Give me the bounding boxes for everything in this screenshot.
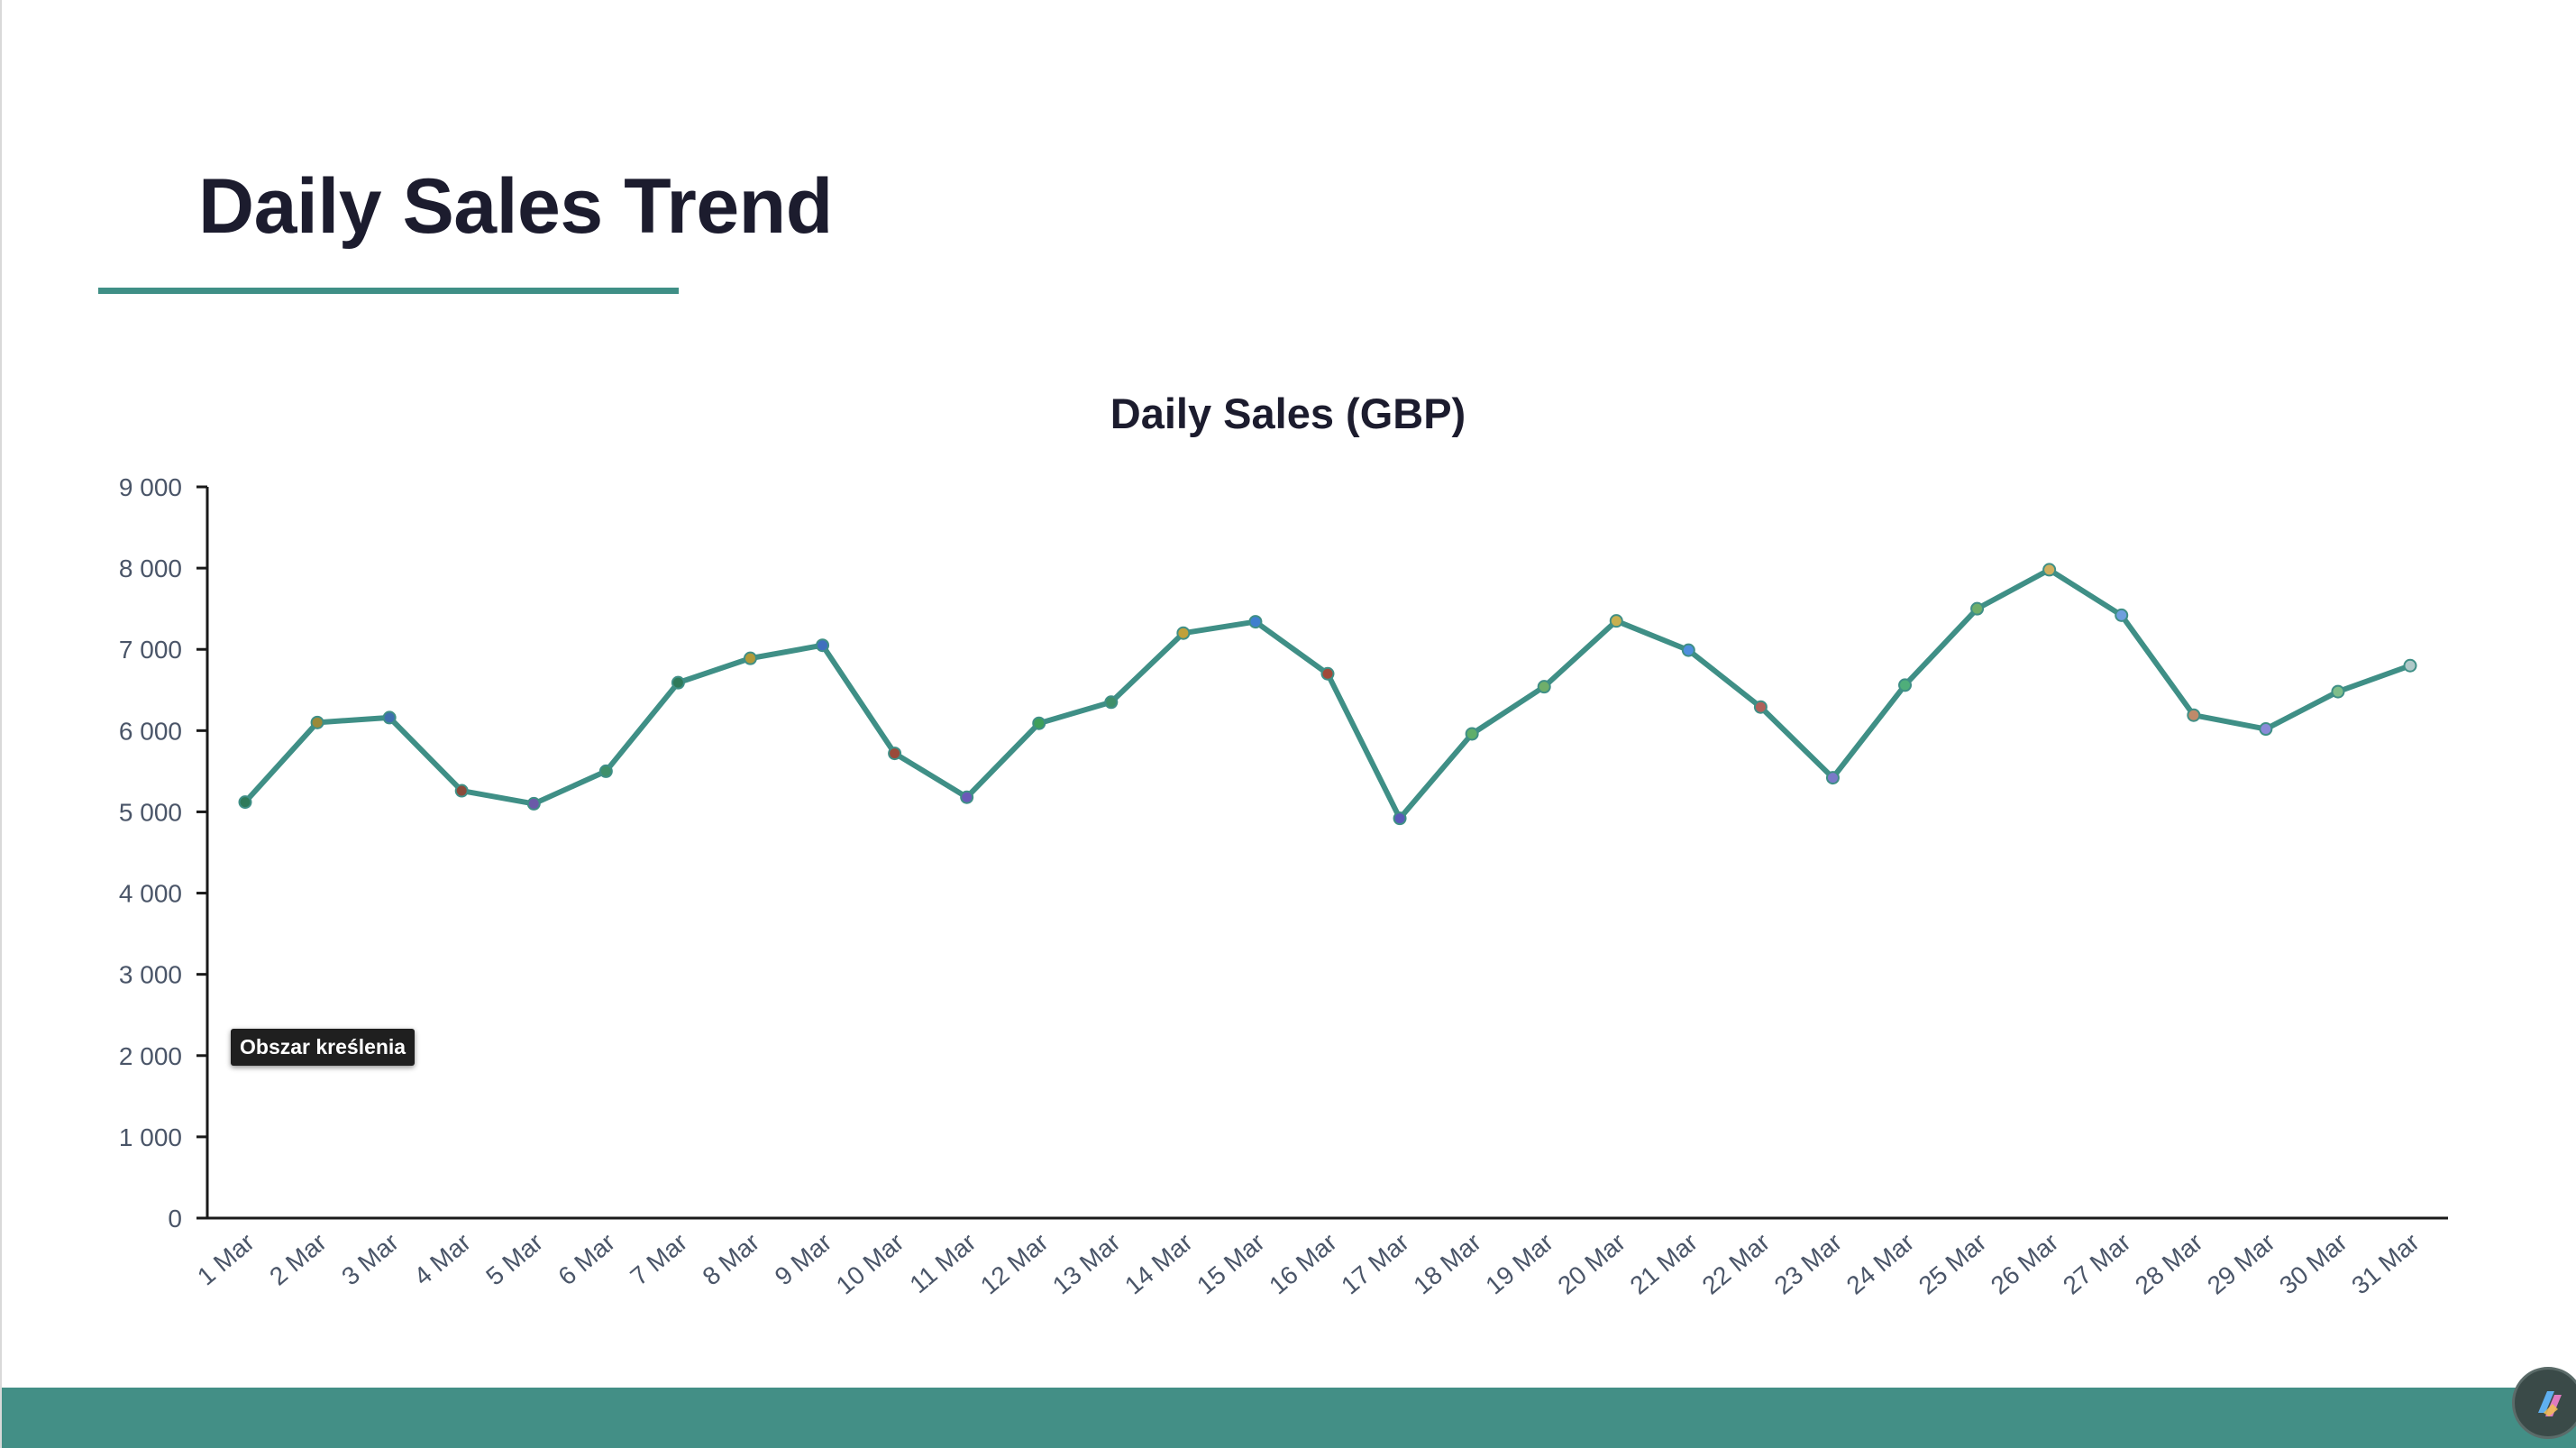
y-tick-label: 7 000 xyxy=(119,636,182,664)
chart-title: Daily Sales (GBP) xyxy=(1110,389,1466,437)
data-point[interactable] xyxy=(526,796,541,811)
x-tick-label: 21 Mar xyxy=(1624,1228,1703,1300)
y-tick-label: 8 000 xyxy=(119,554,182,582)
x-tick-label: 7 Mar xyxy=(625,1228,692,1291)
y-tick-label: 0 xyxy=(168,1205,182,1233)
x-tick-label: 8 Mar xyxy=(698,1228,765,1291)
y-axis: 0 1 000 2 000 3 000 4 000 5 000 6 000 7 000 8 00… xyxy=(119,473,209,1233)
x-tick-label: 17 Mar xyxy=(1336,1228,1414,1300)
x-tick-label: 30 Mar xyxy=(2274,1228,2352,1300)
data-point[interactable] xyxy=(598,764,613,778)
y-tick-label: 2 000 xyxy=(119,1042,182,1070)
x-tick-label: 13 Mar xyxy=(1047,1228,1126,1300)
x-tick-label: 25 Mar xyxy=(1914,1228,1992,1300)
data-point[interactable] xyxy=(1176,626,1191,640)
data-point[interactable] xyxy=(454,784,469,798)
x-tick-label: 10 Mar xyxy=(831,1228,909,1300)
data-point[interactable] xyxy=(888,747,902,761)
data-point[interactable] xyxy=(2331,684,2345,699)
x-tick-label: 6 Mar xyxy=(553,1228,620,1291)
data-point[interactable] xyxy=(1104,695,1119,710)
x-tick-label: 14 Mar xyxy=(1119,1228,1198,1300)
x-tick-label: 18 Mar xyxy=(1408,1228,1486,1300)
daily-sales-chart[interactable]: Daily Sales (GBP) 0 1 000 2 000 3 000 4 000 5… xyxy=(2,361,2576,1379)
footer-band xyxy=(2,1388,2576,1448)
data-point[interactable] xyxy=(1825,771,1840,785)
y-tick-label: 9 000 xyxy=(119,473,182,501)
page-title: Daily Sales Trend xyxy=(198,163,833,250)
x-tick-label: 29 Mar xyxy=(2202,1228,2280,1300)
plot-area-tooltip: Obszar kreślenia xyxy=(231,1029,416,1066)
x-tick-label: 27 Mar xyxy=(2058,1228,2136,1300)
x-tick-label: 3 Mar xyxy=(336,1228,404,1291)
data-point[interactable] xyxy=(1609,614,1623,628)
data-point[interactable] xyxy=(1753,700,1768,714)
data-point[interactable] xyxy=(1898,678,1913,692)
data-point[interactable] xyxy=(1681,643,1695,657)
x-tick-label: 11 Mar xyxy=(904,1228,981,1298)
y-tick-label: 6 000 xyxy=(119,717,182,745)
x-tick-label: 20 Mar xyxy=(1552,1228,1631,1300)
copilot-icon xyxy=(2538,1391,2562,1416)
data-point[interactable] xyxy=(2042,563,2057,577)
data-point[interactable] xyxy=(2187,708,2201,722)
x-tick-label: 23 Mar xyxy=(1769,1228,1848,1300)
data-point[interactable] xyxy=(1537,680,1551,694)
x-tick-label: 16 Mar xyxy=(1264,1228,1342,1300)
data-point[interactable] xyxy=(2259,722,2273,737)
data-point[interactable] xyxy=(816,638,830,653)
x-tick-label: 2 Mar xyxy=(264,1228,332,1291)
data-point[interactable] xyxy=(2403,658,2417,673)
x-tick-label: 26 Mar xyxy=(1986,1228,2064,1300)
x-tick-label: 5 Mar xyxy=(480,1228,548,1291)
data-point[interactable] xyxy=(382,710,397,725)
x-tick-label: 19 Mar xyxy=(1480,1228,1558,1300)
data-point[interactable] xyxy=(1393,811,1407,826)
x-tick-label: 15 Mar xyxy=(1192,1228,1270,1300)
data-point[interactable] xyxy=(238,795,252,810)
data-point[interactable] xyxy=(1320,666,1335,681)
x-tick-label: 9 Mar xyxy=(770,1228,837,1291)
x-tick-label: 22 Mar xyxy=(1697,1228,1776,1300)
data-point[interactable] xyxy=(743,651,757,665)
x-tick-label: 24 Mar xyxy=(1841,1228,1920,1300)
copilot-button[interactable] xyxy=(2512,1367,2576,1439)
data-point[interactable] xyxy=(310,715,324,729)
x-tick-label: 1 Mar xyxy=(192,1228,260,1291)
y-tick-label: 3 000 xyxy=(119,961,182,989)
x-tick-label: 28 Mar xyxy=(2130,1228,2208,1300)
y-tick-label: 4 000 xyxy=(119,880,182,908)
data-point[interactable] xyxy=(2115,608,2129,622)
data-point[interactable] xyxy=(1970,601,1985,616)
x-axis: 1 Mar 2 Mar 3 Mar 4 Mar 5 Mar 6 Mar 7 Mar 8 Mar… xyxy=(192,1216,2448,1300)
data-point[interactable] xyxy=(1465,727,1479,741)
x-tick-label: 12 Mar xyxy=(975,1228,1054,1300)
y-tick-label: 5 000 xyxy=(119,798,182,826)
x-tick-label: 4 Mar xyxy=(408,1228,476,1291)
data-point[interactable] xyxy=(1032,716,1046,730)
series-layer xyxy=(238,563,2417,826)
series-line[interactable] xyxy=(242,566,2413,821)
y-tick-label: 1 000 xyxy=(119,1123,182,1151)
data-point[interactable] xyxy=(1248,615,1263,629)
x-tick-label: 31 Mar xyxy=(2346,1228,2425,1300)
data-point[interactable] xyxy=(960,790,974,804)
data-point[interactable] xyxy=(671,675,685,690)
title-underline xyxy=(98,288,679,294)
